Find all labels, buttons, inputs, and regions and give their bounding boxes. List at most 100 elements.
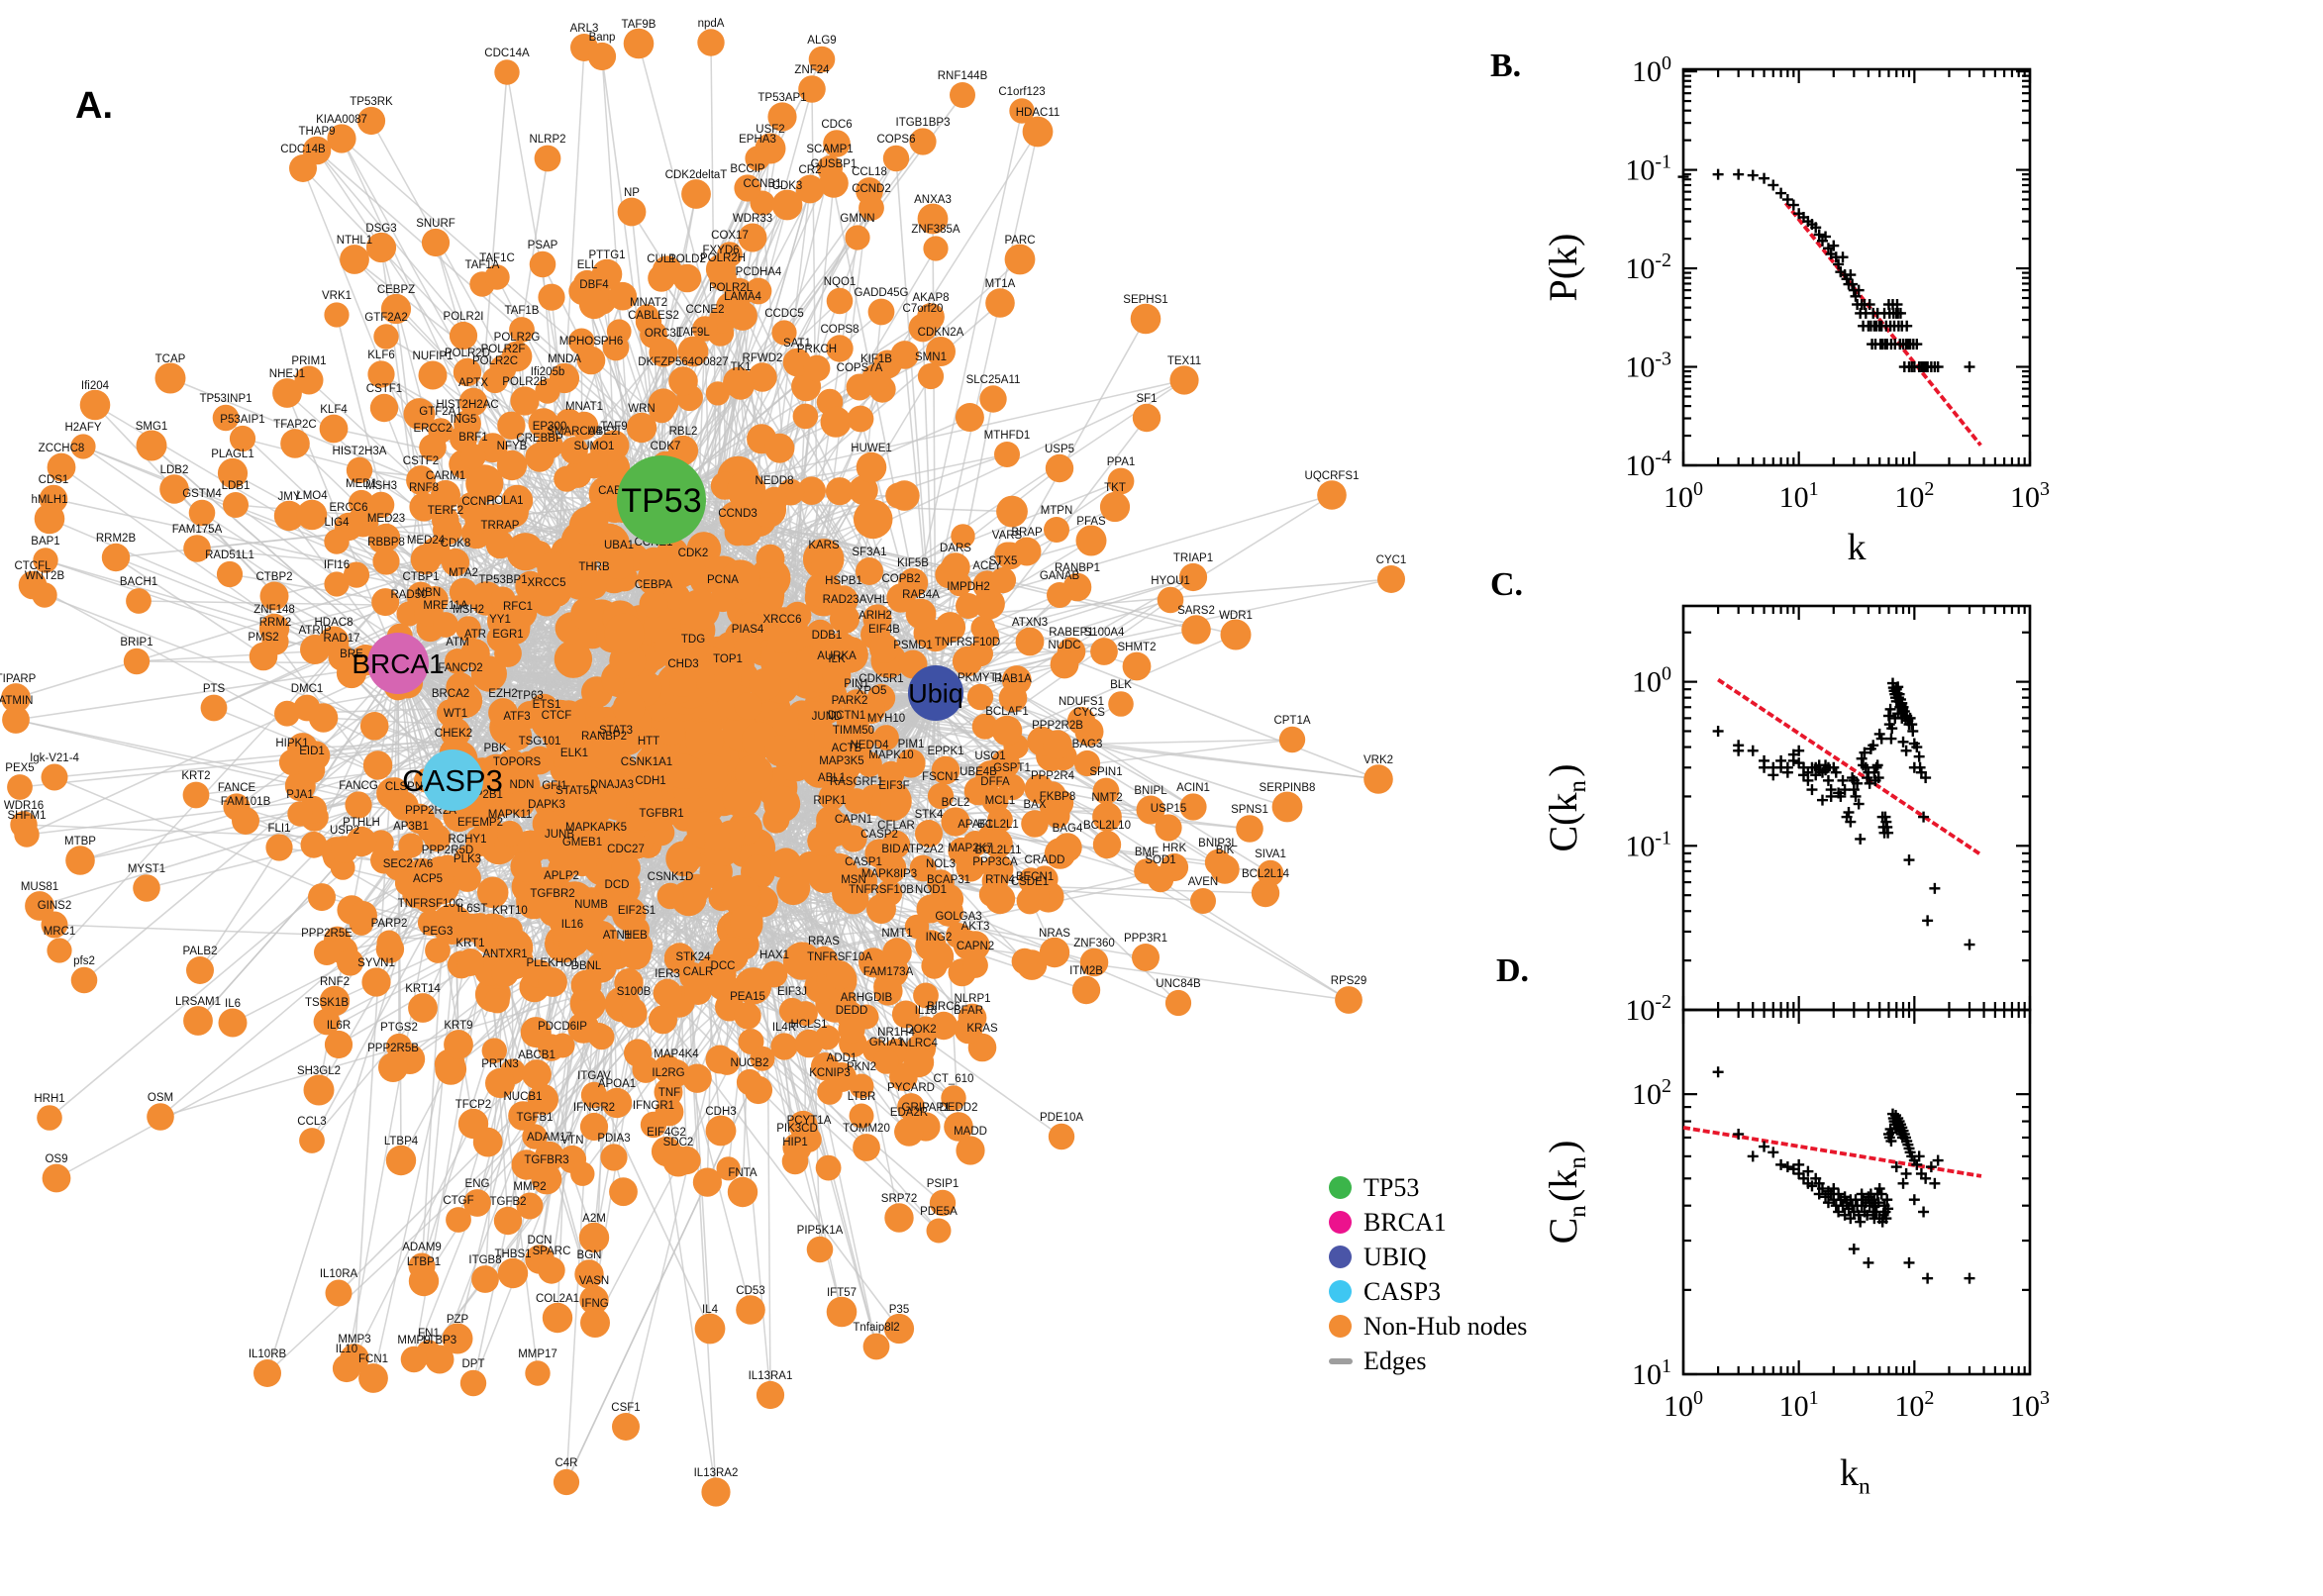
svg-text:TAF1A: TAF1A (465, 259, 500, 271)
svg-text:PMS2: PMS2 (248, 632, 278, 644)
svg-text:FXYD6: FXYD6 (702, 245, 739, 256)
svg-text:HIPK1: HIPK1 (275, 738, 308, 749)
svg-text:NMT1: NMT1 (881, 928, 912, 940)
svg-text:HEB: HEB (624, 930, 648, 942)
svg-text:IFNGR2: IFNGR2 (573, 1102, 615, 1114)
svg-text:NUMB: NUMB (574, 899, 608, 911)
svg-text:HRK: HRK (1162, 843, 1187, 854)
svg-text:CLSPN: CLSPN (385, 781, 423, 793)
svg-text:ALG9: ALG9 (807, 35, 836, 47)
svg-text:DBNL: DBNL (571, 960, 602, 972)
svg-text:NOD1: NOD1 (915, 884, 947, 896)
svg-text:BCL2L11: BCL2L11 (974, 845, 1021, 856)
legend: TP53 BRCA1 UBIQ CASP3 Non-Hub nodes Edges (1329, 1170, 1527, 1378)
svg-text:100: 100 (1632, 663, 1671, 699)
svg-text:TAF1B: TAF1B (505, 305, 540, 317)
svg-text:STAT5A: STAT5A (556, 785, 597, 797)
svg-text:BMF: BMF (1135, 847, 1159, 858)
svg-text:LTBR: LTBR (848, 1091, 876, 1103)
plot-B-ylabel: P(k) (1541, 234, 1585, 302)
svg-text:P35: P35 (889, 1304, 909, 1316)
svg-text:DOK2: DOK2 (905, 1024, 936, 1036)
svg-text:KRT14: KRT14 (405, 983, 441, 995)
svg-text:CTBP1: CTBP1 (402, 571, 439, 583)
svg-text:ZNF148: ZNF148 (253, 604, 295, 616)
svg-text:NHEJ1: NHEJ1 (269, 368, 305, 380)
svg-text:PIAS4: PIAS4 (732, 624, 764, 636)
svg-text:hMLH1: hMLH1 (31, 494, 67, 506)
svg-text:CDS1: CDS1 (39, 474, 69, 486)
svg-text:ERCC2: ERCC2 (414, 423, 453, 435)
svg-text:SYVN1: SYVN1 (357, 957, 395, 969)
svg-text:RTN4: RTN4 (985, 874, 1015, 886)
svg-text:NLRC4: NLRC4 (900, 1038, 938, 1049)
svg-text:MAPKAPK5: MAPKAPK5 (565, 822, 627, 834)
svg-text:KARS: KARS (808, 540, 840, 551)
svg-text:DCN: DCN (528, 1235, 553, 1247)
svg-text:MNAT2: MNAT2 (630, 297, 667, 309)
svg-text:PPA1: PPA1 (1107, 456, 1136, 468)
svg-text:WT1: WT1 (444, 708, 467, 720)
svg-text:MPHOSPH6: MPHOSPH6 (559, 336, 624, 348)
svg-text:TIPARP: TIPARP (0, 673, 37, 685)
svg-text:THBS1: THBS1 (494, 1248, 531, 1260)
svg-text:TAF9B: TAF9B (622, 19, 656, 31)
svg-text:NRAS: NRAS (1039, 928, 1070, 940)
svg-text:DSG3: DSG3 (365, 223, 396, 235)
svg-text:POLR2L: POLR2L (709, 282, 754, 294)
plot-C-ylabel: C(kn ) (1541, 763, 1591, 851)
svg-text:WDR33: WDR33 (733, 213, 772, 225)
svg-text:USO1: USO1 (974, 750, 1005, 762)
svg-text:PCNA: PCNA (707, 574, 739, 586)
svg-text:TAF9: TAF9 (600, 421, 627, 433)
svg-text:Igk-V21-4: Igk-V21-4 (30, 752, 79, 764)
svg-text:LDB1: LDB1 (222, 480, 251, 492)
svg-text:CPT1A: CPT1A (1273, 715, 1310, 727)
svg-text:DEDD: DEDD (836, 1005, 868, 1017)
svg-text:CYCS: CYCS (1073, 707, 1105, 719)
svg-text:BIRC6: BIRC6 (927, 1001, 960, 1013)
svg-text:CCNE2: CCNE2 (686, 304, 725, 316)
hub-brca1: BRCA1 (352, 633, 445, 694)
svg-text:BAG4: BAG4 (1053, 823, 1083, 835)
svg-text:UQCRFS1: UQCRFS1 (1305, 470, 1360, 482)
svg-text:CARM1: CARM1 (426, 470, 465, 482)
svg-text:KIF5B: KIF5B (897, 557, 929, 569)
svg-text:PPP2R5E: PPP2R5E (301, 928, 353, 940)
svg-text:POLR2I: POLR2I (444, 311, 484, 323)
svg-text:PJA1: PJA1 (286, 789, 314, 801)
svg-text:GUSBP1: GUSBP1 (811, 158, 858, 170)
plot-D-xtick-labels: 100 101 102 103 (1664, 1387, 2050, 1423)
svg-text:CSNK1D: CSNK1D (648, 871, 694, 883)
svg-text:GRIA1: GRIA1 (869, 1037, 904, 1048)
svg-text:ABL1: ABL1 (818, 772, 846, 784)
svg-text:CT_610: CT_610 (934, 1073, 974, 1085)
svg-text:RABEP1: RABEP1 (1049, 627, 1093, 639)
svg-text:PDCD6IP: PDCD6IP (538, 1021, 587, 1033)
svg-text:EZH2: EZH2 (488, 688, 517, 700)
svg-text:NR1H4: NR1H4 (877, 1027, 915, 1039)
svg-text:IL6ST: IL6ST (457, 903, 488, 915)
svg-text:ING2: ING2 (926, 932, 953, 944)
svg-text:CALR: CALR (683, 966, 714, 978)
svg-text:BNIP3L: BNIP3L (1198, 838, 1238, 849)
svg-text:GTF2A1: GTF2A1 (419, 406, 461, 418)
svg-text:CDK3: CDK3 (772, 180, 803, 192)
svg-text:C7orf20: C7orf20 (903, 303, 944, 315)
svg-text:FAM101B: FAM101B (221, 796, 271, 808)
svg-text:ACTB: ACTB (832, 743, 862, 754)
svg-text:CDK2deltaT: CDK2deltaT (665, 169, 728, 181)
svg-text:LDB2: LDB2 (160, 464, 189, 476)
svg-text:GMNN: GMNN (840, 213, 874, 225)
svg-text:MED23: MED23 (367, 513, 405, 525)
svg-text:TP53INP1: TP53INP1 (199, 393, 252, 405)
svg-text:100: 100 (1664, 1387, 1703, 1423)
svg-text:H2AFY: H2AFY (64, 422, 101, 434)
svg-text:SPARC: SPARC (533, 1246, 571, 1257)
svg-text:102: 102 (1894, 478, 1934, 514)
svg-text:CDC14B: CDC14B (280, 144, 326, 155)
svg-text:ACP5: ACP5 (413, 873, 443, 885)
svg-text:102: 102 (1632, 1075, 1671, 1111)
svg-text:MTHFD1: MTHFD1 (984, 430, 1031, 442)
svg-text:PIP5K1A: PIP5K1A (797, 1225, 844, 1237)
